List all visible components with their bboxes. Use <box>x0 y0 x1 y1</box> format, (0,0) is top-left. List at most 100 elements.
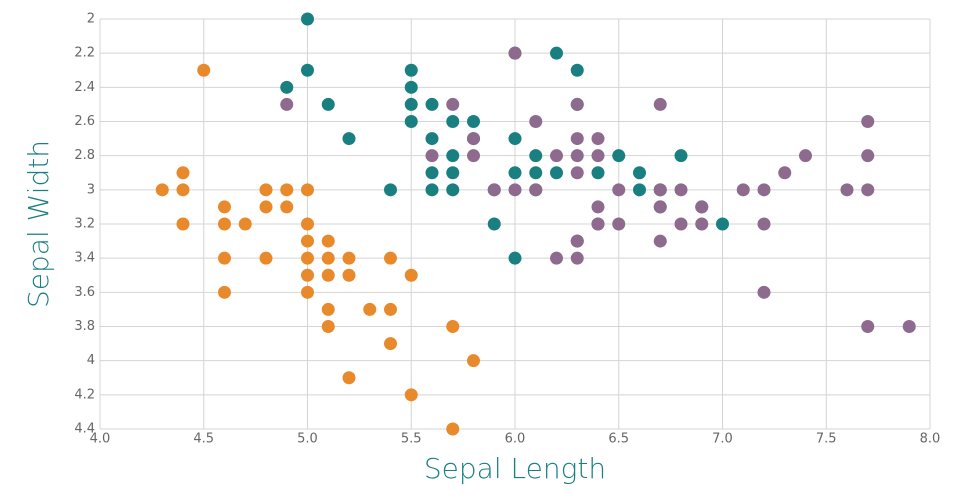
point <box>155 183 169 197</box>
point <box>550 251 563 265</box>
point <box>674 183 688 197</box>
point <box>280 80 294 94</box>
point <box>238 217 252 231</box>
x-tick-label: 6.5 <box>608 432 629 447</box>
point <box>404 388 418 402</box>
y-tick-label: 4 <box>87 353 95 368</box>
point <box>342 371 356 385</box>
point <box>342 268 356 282</box>
point <box>301 268 314 282</box>
x-tick-label: 7.5 <box>816 432 837 447</box>
point <box>446 183 460 197</box>
point <box>695 200 709 214</box>
point <box>467 115 480 128</box>
point <box>404 80 418 94</box>
y-tick-label: 3.6 <box>74 285 95 300</box>
point <box>321 251 335 265</box>
point <box>425 132 439 146</box>
point <box>404 97 418 111</box>
y-tick-label: 2.8 <box>74 148 95 163</box>
point <box>778 166 792 180</box>
point <box>570 63 584 77</box>
y-tick-label: 2.2 <box>74 46 95 61</box>
point <box>653 183 667 197</box>
point <box>404 115 418 128</box>
point <box>321 320 335 333</box>
y-tick-label: 3.2 <box>74 217 95 232</box>
point <box>674 217 688 231</box>
point <box>487 217 501 231</box>
point <box>612 149 626 163</box>
point <box>301 251 314 265</box>
point <box>446 115 460 128</box>
point <box>301 285 314 299</box>
point <box>550 149 563 163</box>
point <box>321 97 335 111</box>
point <box>342 132 356 146</box>
point <box>653 234 667 248</box>
point <box>570 234 584 248</box>
point <box>570 149 584 163</box>
point <box>861 183 875 197</box>
point <box>321 302 335 316</box>
point <box>508 132 522 146</box>
point <box>301 183 314 197</box>
point <box>550 166 563 180</box>
x-tick-label: 5.0 <box>297 432 318 447</box>
point <box>321 234 335 248</box>
point <box>425 149 439 163</box>
point <box>280 200 294 214</box>
point <box>570 251 584 265</box>
point <box>653 200 667 214</box>
x-tick-label: 7.0 <box>712 432 733 447</box>
x-tick-label: 4.0 <box>90 432 111 447</box>
point <box>570 97 584 111</box>
point <box>840 183 854 197</box>
point <box>197 63 211 77</box>
point <box>633 166 646 180</box>
y-tick-label: 2.6 <box>74 114 95 129</box>
y-tick-label: 3 <box>87 182 95 197</box>
x-tick-label: 8.0 <box>920 432 941 447</box>
y-tick-label: 4.4 <box>74 422 95 437</box>
point <box>757 183 771 197</box>
point <box>716 217 729 231</box>
point <box>487 183 501 197</box>
point <box>259 251 273 265</box>
x-tick-label: 6.0 <box>505 432 526 447</box>
point <box>612 183 626 197</box>
point <box>467 132 480 146</box>
point <box>384 302 397 316</box>
point <box>467 354 480 368</box>
point <box>508 251 522 265</box>
point <box>384 337 397 351</box>
y-axis-title: Sepal Width <box>22 140 55 308</box>
point <box>529 115 543 128</box>
point <box>446 320 460 333</box>
point <box>861 320 875 333</box>
point <box>446 149 460 163</box>
point <box>550 46 563 60</box>
point <box>695 217 709 231</box>
point <box>301 217 314 231</box>
point <box>280 183 294 197</box>
point <box>384 183 397 197</box>
point <box>591 200 605 214</box>
point <box>674 149 688 163</box>
point <box>529 166 543 180</box>
point <box>425 97 439 111</box>
point <box>591 132 605 146</box>
point <box>508 166 522 180</box>
y-tick-label: 3.8 <box>74 319 95 334</box>
point <box>342 251 356 265</box>
point <box>321 268 335 282</box>
point <box>384 251 397 265</box>
point <box>861 115 875 128</box>
point <box>259 200 273 214</box>
point <box>529 149 543 163</box>
x-tick-label: 5.5 <box>401 432 422 447</box>
point <box>653 97 667 111</box>
point <box>861 149 875 163</box>
